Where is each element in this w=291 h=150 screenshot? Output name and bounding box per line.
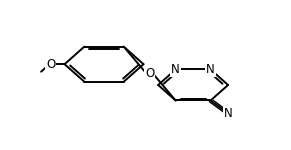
Text: O: O — [46, 58, 55, 71]
Text: N: N — [206, 63, 215, 76]
Text: N: N — [224, 107, 233, 120]
Text: O: O — [145, 67, 154, 80]
Text: N: N — [171, 63, 180, 76]
